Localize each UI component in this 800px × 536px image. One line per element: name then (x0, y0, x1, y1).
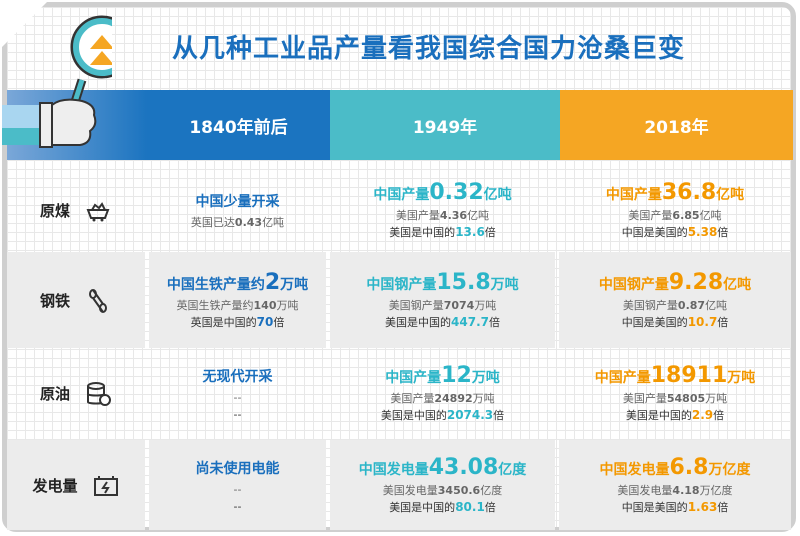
ratio-line: -- (233, 499, 242, 513)
headline-number: 9.28 (668, 269, 724, 295)
comparison-line: 美国产量6.85亿吨 (628, 208, 722, 222)
cell-headline: 无现代开采 (202, 369, 273, 385)
headline-number: 2 (264, 269, 281, 295)
cell-1949: 中国产量12万吨 美国产量24892万吨 美国是中国的2074.3倍 (330, 350, 555, 437)
table-row: 原油 无现代开采 -- -- 中国产量12万吨 美国产量24892万吨 美国是中国的2074… (7, 350, 793, 437)
page-title: 从几种工业品产量看我国综合国力沧桑巨变 (172, 34, 686, 64)
headline-unit: 万吨 (727, 370, 756, 386)
headline-number: 12 (441, 363, 472, 388)
row-label-text: 发电量 (32, 476, 78, 495)
coal-cart-icon (86, 202, 110, 222)
comparison-line: 美国发电量4.18万亿度 (617, 483, 733, 497)
row-label: 原煤 (7, 170, 145, 250)
ratio-line: 美国是中国的2074.3倍 (380, 408, 505, 422)
header-1949: 1949年 (330, 90, 560, 160)
cell-2018: 中国产量36.8亿吨 美国产量6.85亿吨 中国是美国的5.38倍 (559, 170, 791, 250)
headline-number: 43.08 (428, 454, 499, 480)
table-row: 发电量 尚未使用电能 -- -- 中国发电量43.08亿度 美国发电量3450.6亿度 美国… (7, 440, 793, 530)
headline-prefix: 中国发电量 (358, 461, 429, 478)
cell-1949: 中国发电量43.08亿度 美国发电量3450.6亿度 美国是中国的80.1倍 (330, 440, 555, 530)
headline-unit: 万吨 (490, 276, 519, 293)
comparison-line: 美国产量24892万吨 (390, 392, 495, 405)
steel-pipes-icon (89, 289, 107, 313)
cell-headline: 中国发电量6.8万亿度 (600, 455, 751, 483)
cell-1949: 中国产量0.32亿吨 美国产量4.36亿吨 美国是中国的13.6倍 (330, 170, 555, 250)
ratio-line: 美国是中国的80.1倍 (389, 499, 496, 514)
comparison-line: -- (233, 482, 242, 496)
row-label-text: 原煤 (39, 201, 70, 220)
ratio-line: -- (233, 408, 242, 421)
cell-1840: 无现代开采 -- -- (149, 350, 326, 437)
row-label-text: 原油 (39, 385, 70, 403)
ratio-line: 美国是中国的447.7倍 (385, 314, 500, 329)
oil-barrel-icon (87, 381, 111, 406)
row-label: 钢铁 (7, 252, 145, 348)
ratio-line: 英国是中国的70倍 (190, 314, 285, 329)
comparison-line: 美国产量4.36亿吨 (395, 208, 490, 222)
cell-1840: 中国生铁产量约2万吨 英国生铁产量约140万吨 英国是中国的70倍 (149, 252, 326, 348)
cell-headline: 中国生铁产量约2万吨 (167, 270, 308, 298)
headline-prefix: 中国发电量 (599, 461, 670, 478)
headline-unit: 万亿度 (708, 461, 751, 478)
headline-prefix: 中国产量 (373, 186, 430, 203)
cell-1840: 中国少量开采 英国已达0.43亿吨 (149, 170, 326, 250)
cell-2018: 中国产量18911万吨 美国产量54805万吨 美国是中国的2.9倍 (559, 350, 791, 437)
comparison-line: 美国钢产量7074万吨 (388, 298, 497, 312)
comparison-line: 美国钢产量0.87亿吨 (622, 298, 728, 312)
headline-prefix: 中国产量 (594, 370, 651, 386)
cell-headline: 中国钢产量9.28亿吨 (599, 270, 751, 298)
cell-headline: 中国产量18911万吨 (595, 363, 756, 391)
cell-1840: 尚未使用电能 -- -- (149, 440, 326, 530)
headline-unit: 亿吨 (716, 186, 745, 203)
comparison-line: 美国发电量3450.6亿度 (382, 483, 503, 497)
comparison-line: 英国生铁产量约140万吨 (176, 298, 299, 312)
headline-unit: 亿吨 (723, 276, 752, 293)
ratio-line: 美国是中国的2.9倍 (625, 408, 725, 422)
comparison-line: -- (233, 391, 242, 404)
headline-prefix: 中国生铁产量约 (166, 276, 265, 293)
cell-headline: 尚未使用电能 (195, 460, 280, 477)
cell-headline: 中国少量开采 (195, 194, 280, 210)
cell-headline: 中国产量36.8亿吨 (606, 180, 744, 208)
row-label-text: 钢铁 (39, 291, 70, 310)
headline-number: 18911 (650, 363, 728, 388)
headline-number: 6.8 (669, 454, 709, 480)
table-row: 钢铁 中国生铁产量约2万吨 英国生铁产量约140万吨 英国是中国的70倍 中国钢产量15… (7, 252, 793, 348)
headline-number: 36.8 (661, 179, 717, 205)
headline-prefix: 中国产量 (385, 370, 442, 386)
ratio-line: 美国是中国的13.6倍 (389, 224, 496, 239)
header-1840: 1840年前后 (147, 90, 330, 160)
comparison-line: 美国产量54805万吨 (622, 392, 728, 405)
headline-prefix: 中国产量 (605, 186, 662, 203)
ratio-line: 中国是美国的5.38倍 (621, 224, 729, 239)
header-2018: 2018年 (560, 90, 793, 160)
header-band: 1840年前后 1949年 2018年 (7, 90, 793, 160)
headline-number: 0.32 (429, 179, 484, 205)
battery-icon (93, 476, 118, 496)
cell-1949: 中国钢产量15.8万吨 美国钢产量7074万吨 美国是中国的447.7倍 (330, 252, 555, 348)
headline-unit: 亿吨 (483, 186, 512, 203)
comparison-line: 英国已达0.43亿吨 (190, 216, 285, 229)
headline-prefix: 中国钢产量 (366, 276, 437, 293)
table-row: 原煤 中国少量开采 英国已达0.43亿吨 中国产量0.32亿吨 美国产量4.36亿吨 美国… (7, 170, 793, 250)
headline-unit: 万吨 (471, 370, 500, 386)
headline-prefix: 中国钢产量 (598, 276, 669, 293)
cell-headline: 中国产量12万吨 (385, 363, 500, 391)
ratio-line: 中国是美国的1.63倍 (621, 499, 729, 514)
cell-headline: 中国钢产量15.8万吨 (366, 270, 518, 298)
row-label: 原油 (7, 350, 145, 437)
cell-headline: 中国发电量43.08亿度 (359, 455, 527, 483)
magnifier-hand-icon (2, 15, 112, 148)
cell-2018: 中国钢产量9.28亿吨 美国钢产量0.87亿吨 中国是美国的10.7倍 (559, 252, 791, 348)
headline-number: 15.8 (436, 269, 491, 295)
row-label: 发电量 (7, 440, 145, 530)
headline-unit: 亿度 (498, 461, 527, 478)
cell-headline: 中国产量0.32亿吨 (373, 180, 511, 208)
ratio-line: 中国是美国的10.7倍 (621, 314, 729, 329)
headline-unit: 万吨 (280, 276, 309, 293)
cell-2018: 中国发电量6.8万亿度 美国发电量4.18万亿度 中国是美国的1.63倍 (559, 440, 791, 530)
